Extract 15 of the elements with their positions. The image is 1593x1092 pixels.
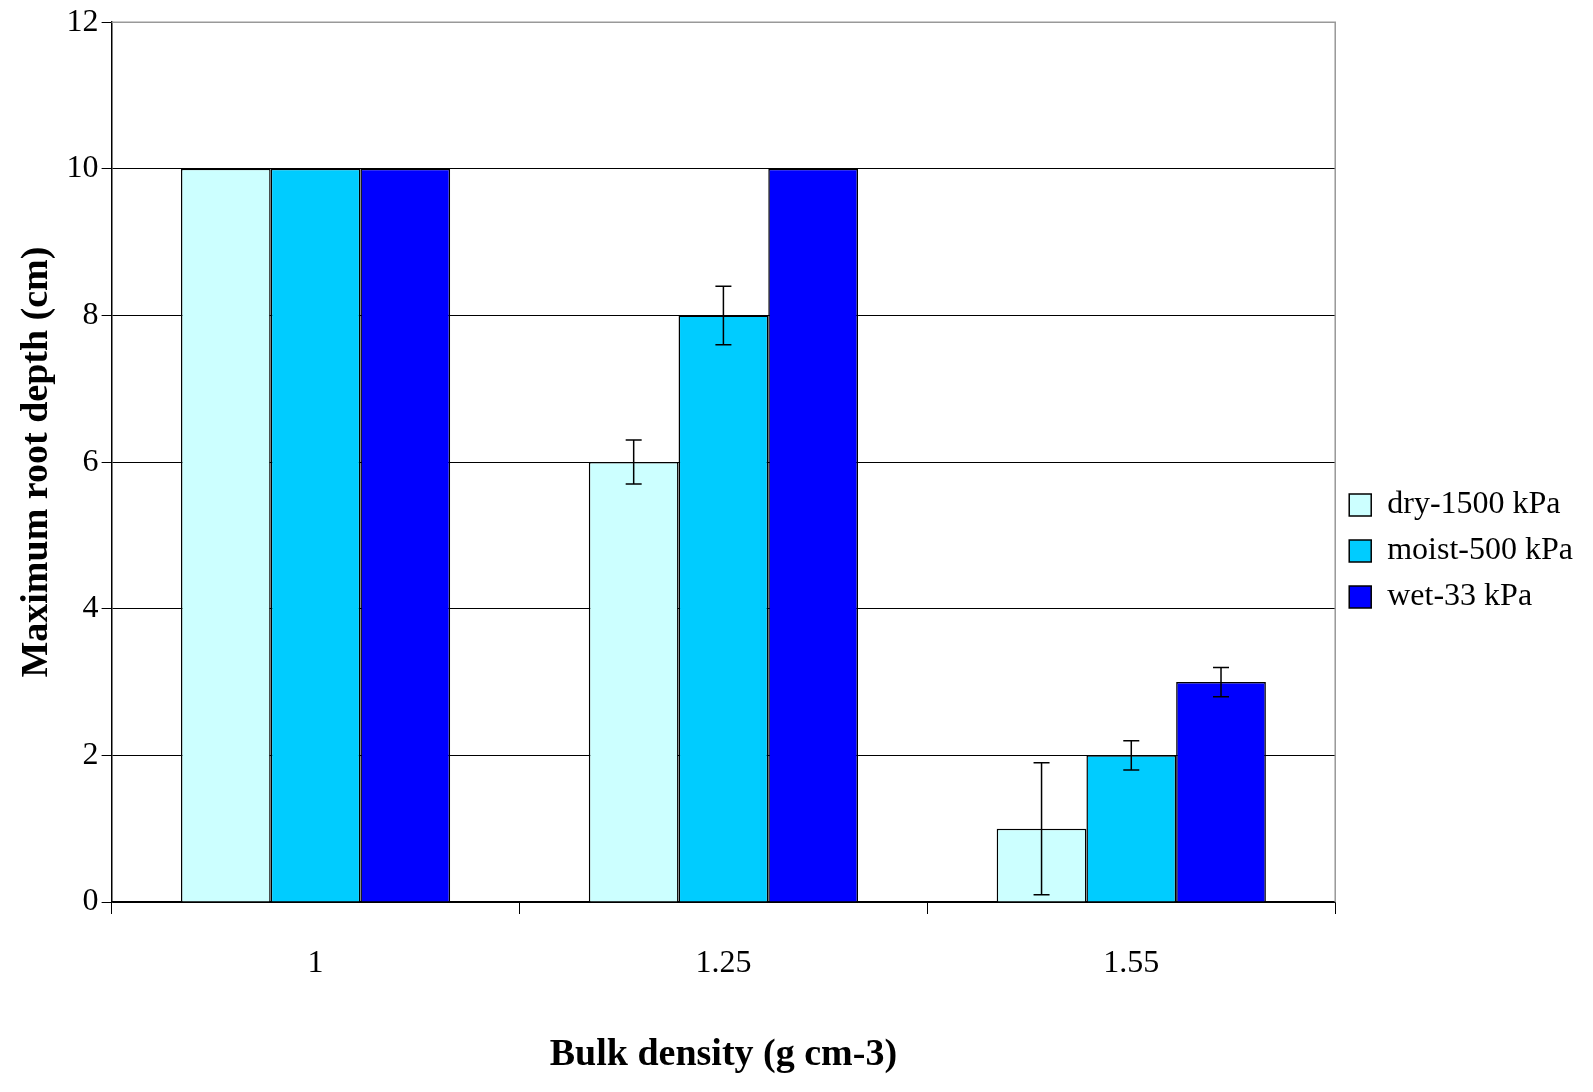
y-axis-title: Maximum root depth (cm): [12, 246, 56, 678]
legend-label: moist-500 kPa: [1387, 530, 1573, 567]
x-tick-label: 1.25: [695, 942, 752, 979]
y-tick-label: 8: [82, 294, 99, 331]
y-tick-label: 10: [66, 148, 99, 185]
x-tick-label: 1: [307, 942, 324, 979]
y-tick-label: 2: [82, 734, 99, 771]
y-tick-label: 6: [82, 441, 99, 478]
y-tick-label: 12: [66, 1, 99, 38]
y-tick-label: 0: [82, 881, 99, 918]
x-axis-title: Bulk density (g cm-3): [549, 1031, 898, 1075]
x-tick-label: 1.55: [1103, 942, 1160, 979]
legend-label: dry-1500 kPa: [1387, 484, 1561, 521]
y-tick-label: 4: [82, 588, 99, 625]
legend-label: wet-33 kPa: [1387, 576, 1533, 613]
